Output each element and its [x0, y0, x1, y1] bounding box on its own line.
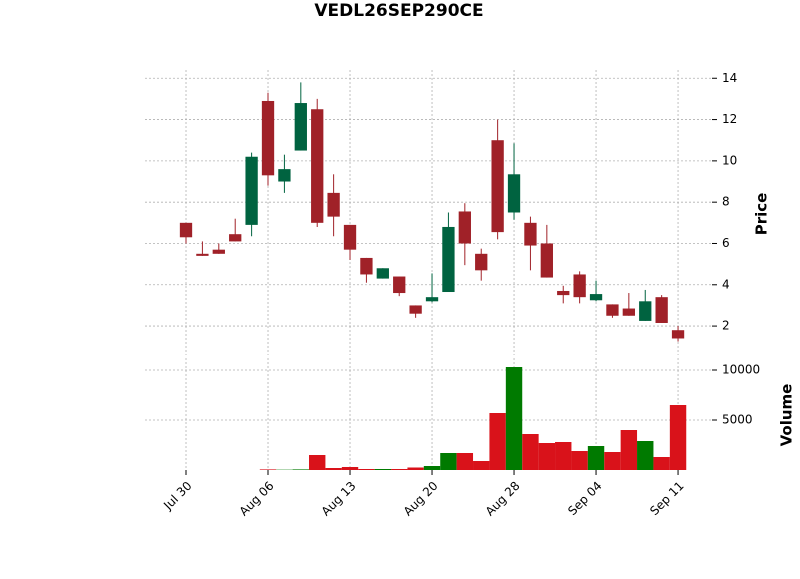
volume-bar — [522, 434, 538, 470]
y-tick-label: 5000 — [722, 413, 753, 427]
volume-bar — [637, 441, 653, 470]
candle-body — [623, 309, 635, 316]
volume-bar — [293, 469, 309, 470]
y-tick-label: 8 — [722, 195, 730, 209]
candle-body — [295, 103, 307, 151]
volume-bar — [375, 469, 391, 470]
y-axis-label: Price — [753, 193, 771, 236]
x-tick-label: Aug 06 — [237, 479, 277, 519]
candle-body — [557, 291, 569, 295]
x-tick-label: Aug 28 — [483, 479, 523, 519]
volume-bar — [424, 466, 440, 470]
volume-bar — [407, 468, 423, 471]
volume-bar — [391, 469, 407, 470]
volume-bar — [670, 405, 686, 470]
volume-bar — [604, 452, 620, 470]
candle-body — [245, 157, 257, 225]
candle-body — [393, 277, 405, 294]
y-tick-label: 14 — [722, 71, 737, 85]
candle-body — [655, 297, 667, 323]
volume-bar — [489, 413, 505, 470]
candle-body — [360, 258, 372, 275]
x-tick-label: Aug 13 — [319, 479, 359, 519]
volume-bar — [342, 467, 358, 470]
x-tick-label: Sep 04 — [565, 479, 604, 518]
candle-body — [491, 140, 503, 232]
x-tick-label: Jul 30 — [160, 479, 194, 513]
volume-axis-label: Volume — [778, 384, 796, 447]
candle-body — [442, 227, 454, 292]
volume-bar — [309, 455, 325, 470]
x-tick-label: Aug 20 — [401, 479, 441, 519]
y-tick-label: 10000 — [722, 363, 760, 377]
volume-bar — [621, 430, 637, 470]
volume-bar — [260, 469, 276, 470]
y-tick-label: 6 — [722, 236, 730, 250]
volume-bar — [555, 442, 571, 470]
volume-bar — [571, 451, 587, 470]
volume-bar — [325, 468, 341, 470]
candle-body — [196, 254, 208, 256]
volume-bar — [440, 453, 456, 470]
candle-body — [229, 234, 241, 241]
chart-title: VEDL26SEP290CE — [314, 1, 483, 21]
candle-body — [344, 225, 356, 250]
candle-body — [426, 297, 438, 301]
x-tick-label: Sep 11 — [647, 479, 686, 518]
candle-body — [327, 193, 339, 217]
candle-body — [278, 169, 290, 181]
y-tick-label: 4 — [722, 277, 730, 291]
candle-body — [639, 301, 651, 321]
candle-body — [573, 274, 585, 297]
candle-body — [262, 101, 274, 175]
candle-body — [606, 304, 618, 315]
volume-bar — [506, 367, 522, 470]
candle-body — [475, 254, 487, 271]
volume-bar — [473, 461, 489, 470]
candle-body — [377, 268, 389, 278]
volume-bar — [653, 457, 669, 470]
y-tick-label: 2 — [722, 319, 730, 333]
candle-body — [409, 305, 421, 313]
volume-bar — [588, 446, 604, 470]
candle-body — [213, 250, 225, 254]
y-tick-label: 10 — [722, 153, 737, 167]
candle-body — [508, 174, 520, 212]
candle-body — [459, 211, 471, 243]
volume-bar — [358, 469, 374, 470]
candle-body — [180, 223, 192, 237]
candle-body — [524, 223, 536, 246]
candle-body — [672, 330, 684, 338]
volume-bar — [457, 453, 473, 470]
volume-bar — [539, 443, 555, 470]
y-tick-label: 12 — [722, 112, 737, 126]
candle-body — [311, 109, 323, 223]
candle-body — [541, 243, 553, 277]
candle-body — [590, 294, 602, 300]
